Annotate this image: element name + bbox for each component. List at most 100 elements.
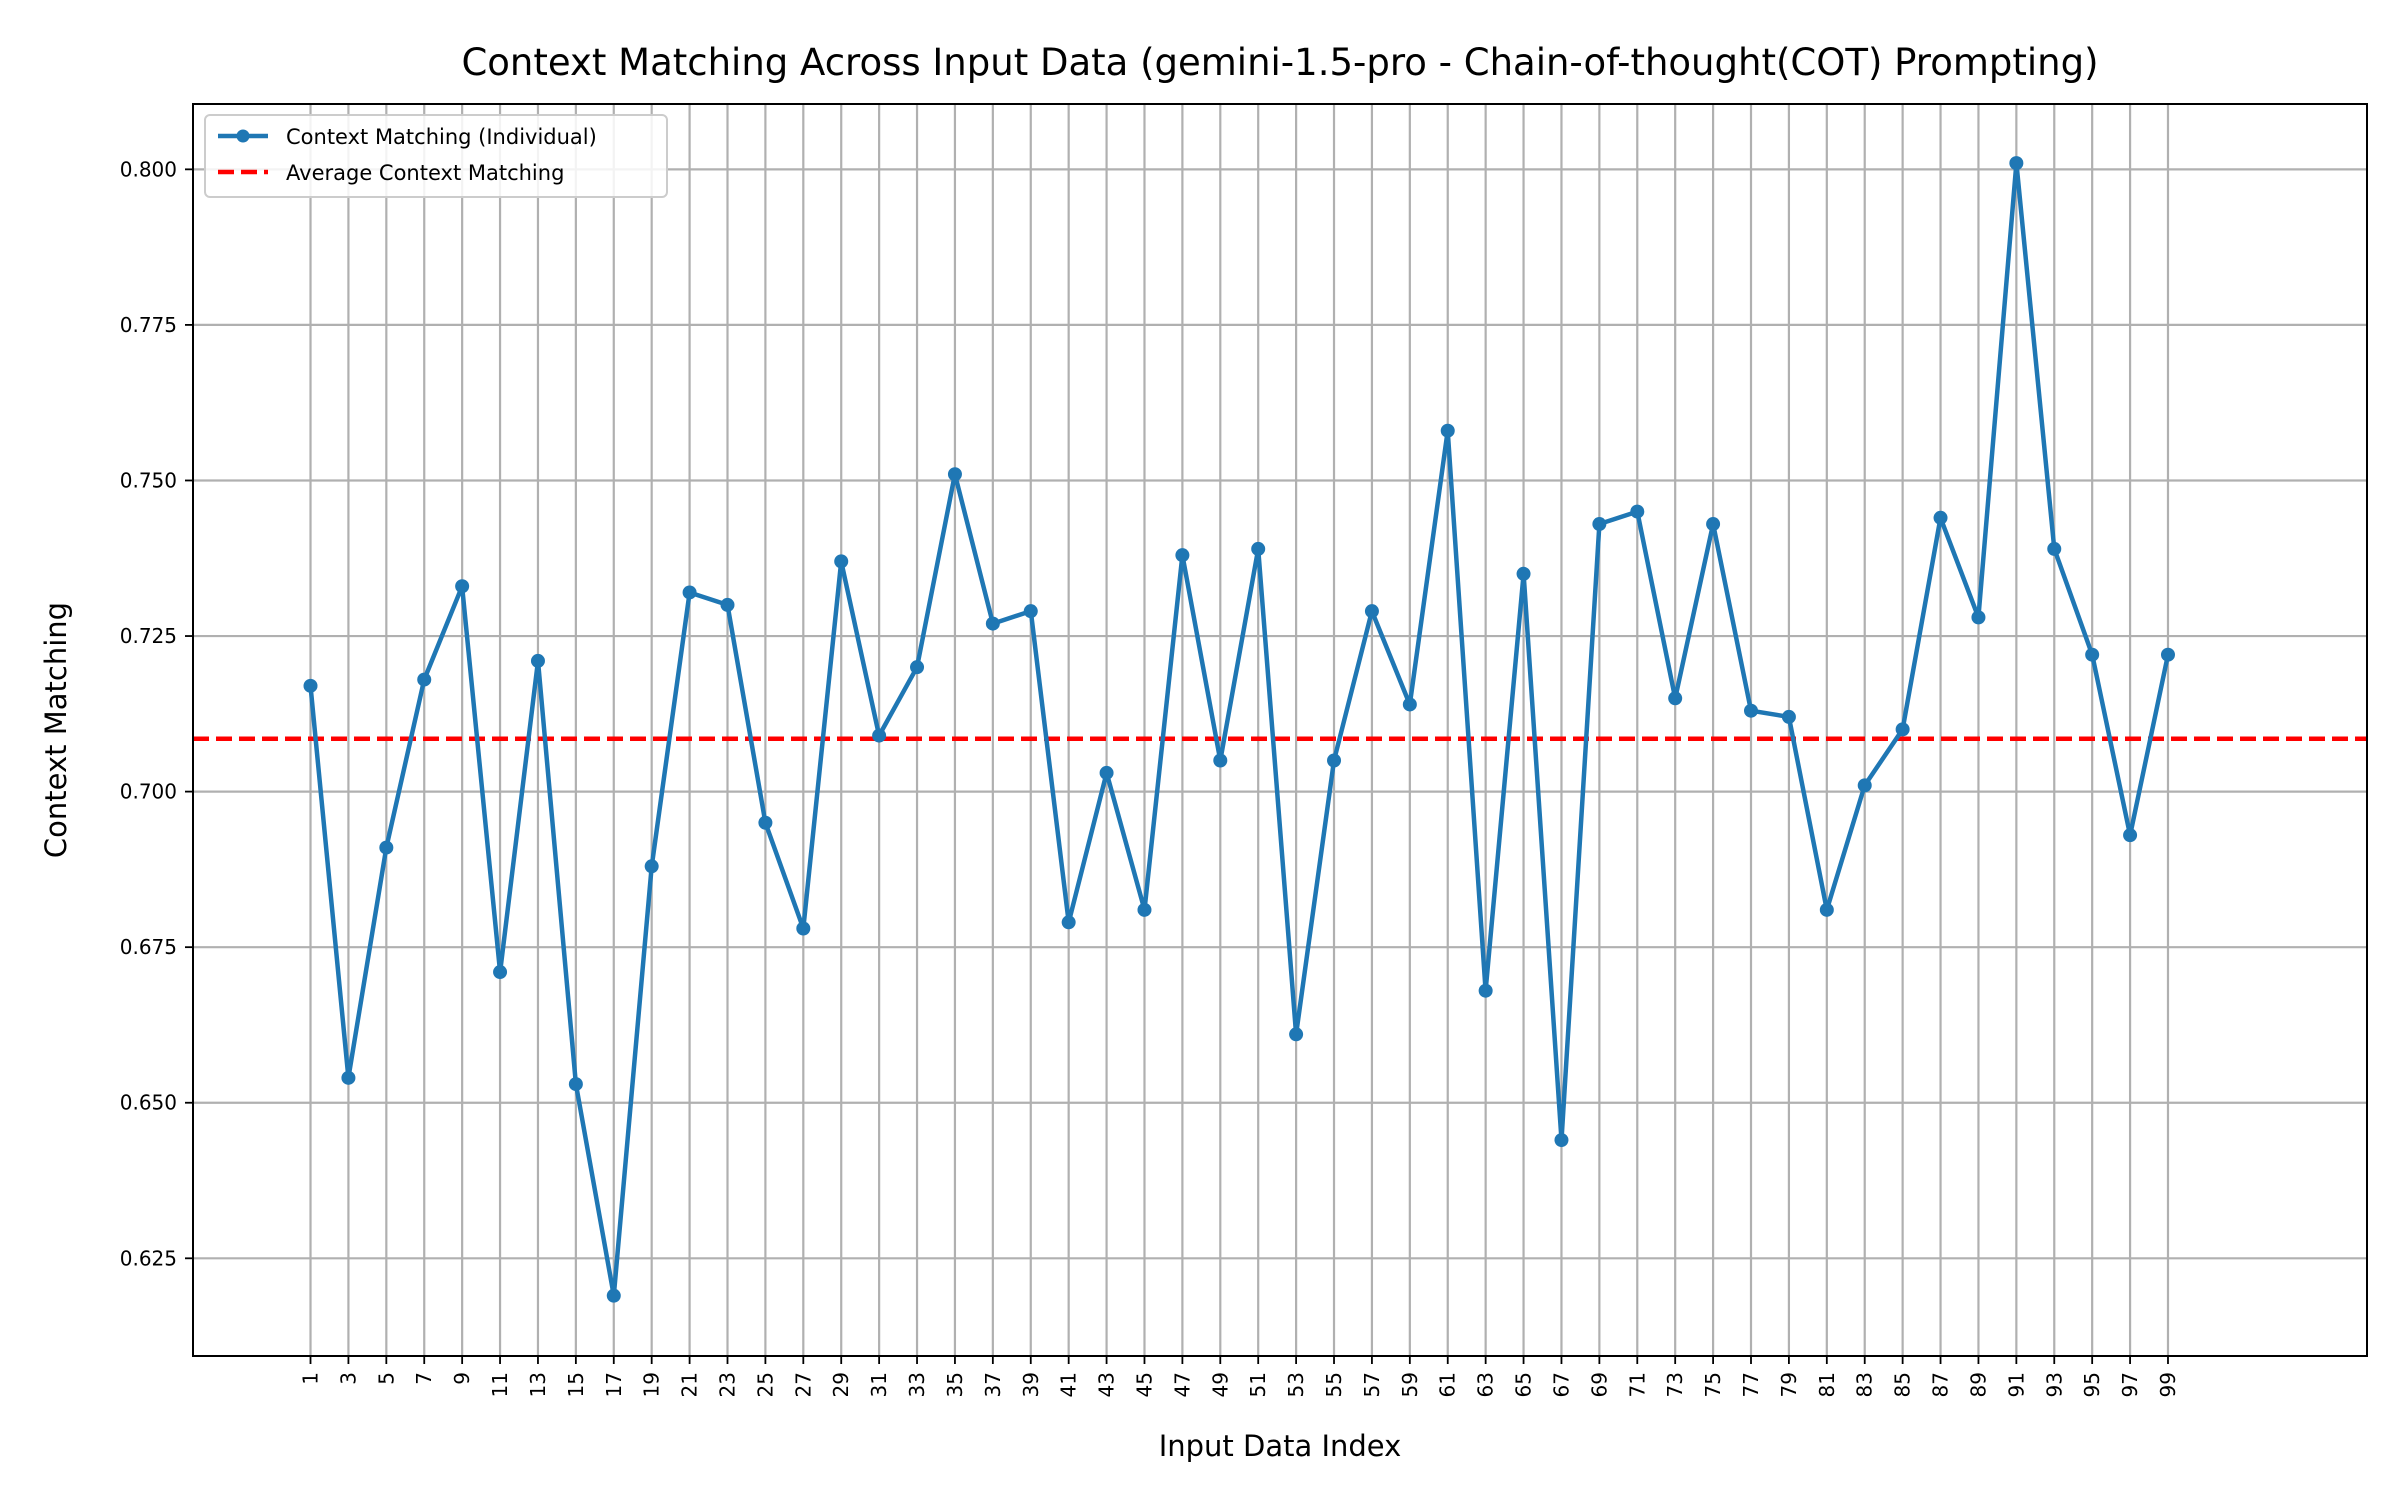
data-point [1402, 697, 1417, 712]
x-tick-label: 45 [1132, 1372, 1156, 1397]
x-tick-label: 21 [678, 1372, 702, 1397]
data-point [1630, 504, 1645, 519]
data-point [1099, 765, 1114, 780]
x-tick-label: 59 [1398, 1372, 1422, 1397]
x-tick-label: 31 [867, 1372, 891, 1397]
x-tick-label: 13 [526, 1372, 550, 1397]
data-point [1478, 983, 1493, 998]
data-point [2160, 647, 2175, 662]
legend: Context Matching (Individual) Average Co… [204, 114, 668, 198]
y-tick-label: 0.725 [120, 624, 177, 648]
data-point [1706, 517, 1721, 532]
y-tick-label: 0.750 [120, 468, 177, 492]
data-point [1895, 722, 1910, 737]
series-line-individual [308, 160, 2171, 1298]
y-tick-label: 0.650 [120, 1091, 177, 1115]
y-tick-label: 0.625 [120, 1246, 177, 1270]
x-tick-label: 85 [1891, 1372, 1915, 1397]
x-tick-label: 43 [1095, 1372, 1119, 1397]
x-tick-label: 51 [1246, 1372, 1270, 1397]
x-tick-label: 9 [450, 1372, 474, 1385]
x-tick-label: 83 [1853, 1372, 1877, 1397]
x-tick-label: 71 [1625, 1372, 1649, 1397]
x-axis-ticks: 1 3 5 7 9 11 13 15 17 19 21 23 25 27 29 31 33 35 37 39 41 43 4… [299, 1356, 2180, 1397]
data-point [1933, 510, 1948, 525]
grid [193, 104, 2367, 1356]
x-tick-label: 1 [299, 1372, 323, 1385]
data-point [1744, 703, 1759, 718]
x-tick-label: 41 [1057, 1372, 1081, 1397]
x-tick-label: 11 [488, 1372, 512, 1397]
data-point [1213, 753, 1228, 768]
data-point [493, 965, 508, 980]
data-point [2123, 828, 2138, 843]
y-axis-label: Context Matching [39, 602, 73, 858]
x-tick-label: 5 [374, 1372, 398, 1385]
data-point [872, 728, 887, 743]
data-point [379, 840, 394, 855]
data-point [1971, 610, 1986, 625]
data-point [1668, 691, 1683, 706]
data-point [1175, 548, 1190, 563]
x-tick-label: 69 [1587, 1372, 1611, 1397]
data-point [758, 815, 773, 830]
data-point [644, 859, 659, 874]
data-point [417, 672, 432, 687]
data-point [1289, 1027, 1304, 1042]
x-tick-label: 77 [1739, 1372, 1763, 1397]
legend-marker-individual [236, 129, 250, 143]
plot-area-frame [192, 103, 2368, 1357]
data-point [985, 616, 1000, 631]
x-tick-label: 93 [2042, 1372, 2066, 1397]
data-point [1364, 604, 1379, 619]
data-point [2009, 156, 2024, 171]
data-point [606, 1288, 621, 1303]
x-axis-label: Input Data Index [1159, 1429, 1402, 1463]
data-point [1781, 709, 1796, 724]
x-tick-label: 97 [2118, 1372, 2142, 1397]
data-point [1251, 541, 1266, 556]
x-tick-label: 53 [1284, 1372, 1308, 1397]
chart-title: Context Matching Across Input Data (gemi… [461, 41, 2098, 84]
x-tick-label: 47 [1170, 1372, 1194, 1397]
x-tick-label: 99 [2156, 1372, 2180, 1397]
x-tick-label: 91 [2004, 1372, 2028, 1397]
x-tick-label: 63 [1474, 1372, 1498, 1397]
series-layer [303, 156, 2175, 1303]
data-point [303, 678, 318, 693]
data-point [1516, 566, 1531, 581]
data-point [341, 1070, 356, 1085]
x-tick-label: 67 [1549, 1372, 1573, 1397]
data-point [910, 660, 925, 675]
data-point [455, 579, 470, 594]
x-tick-label: 7 [412, 1372, 436, 1385]
data-point [796, 921, 811, 936]
x-tick-label: 29 [829, 1372, 853, 1397]
x-tick-label: 81 [1815, 1372, 1839, 1397]
x-tick-label: 19 [640, 1372, 664, 1397]
data-point [1819, 902, 1834, 917]
x-tick-label: 15 [564, 1372, 588, 1397]
data-point [1554, 1133, 1569, 1148]
x-tick-label: 73 [1663, 1372, 1687, 1397]
data-point [2047, 541, 2062, 556]
y-tick-label: 0.675 [120, 935, 177, 959]
data-point [530, 653, 545, 668]
x-tick-label: 87 [1929, 1372, 1953, 1397]
x-tick-label: 39 [1019, 1372, 1043, 1397]
data-point [1440, 423, 1455, 438]
x-tick-label: 61 [1436, 1372, 1460, 1397]
x-tick-label: 79 [1777, 1372, 1801, 1397]
x-tick-label: 23 [715, 1372, 739, 1397]
legend-label-average: Average Context Matching [286, 161, 564, 185]
y-tick-label: 0.775 [120, 313, 177, 337]
x-tick-label: 27 [791, 1372, 815, 1397]
x-tick-label: 49 [1208, 1372, 1232, 1397]
x-tick-label: 3 [336, 1372, 360, 1385]
x-tick-label: 89 [1966, 1372, 1990, 1397]
x-tick-label: 33 [905, 1372, 929, 1397]
x-tick-label: 65 [1512, 1372, 1536, 1397]
data-point [947, 467, 962, 482]
